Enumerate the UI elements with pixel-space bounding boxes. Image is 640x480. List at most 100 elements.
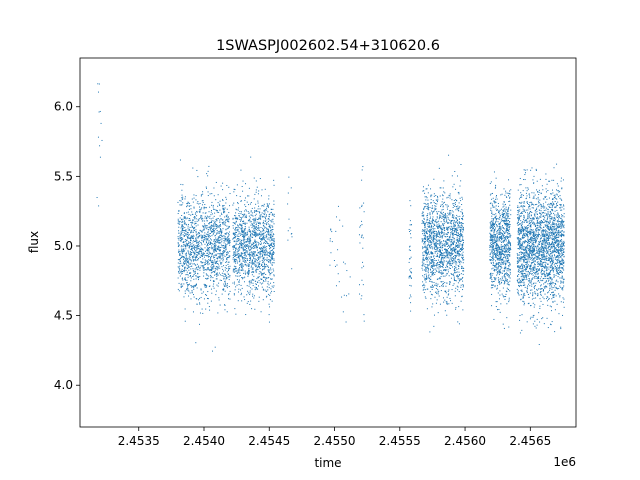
data-point bbox=[457, 274, 459, 276]
data-point bbox=[421, 222, 423, 224]
data-point bbox=[186, 260, 188, 262]
data-point bbox=[207, 244, 208, 246]
data-point bbox=[251, 255, 253, 257]
data-point bbox=[457, 220, 459, 222]
data-point bbox=[460, 222, 462, 224]
data-point bbox=[452, 228, 454, 230]
data-point bbox=[495, 269, 497, 271]
data-point bbox=[187, 257, 189, 259]
data-point bbox=[446, 226, 448, 228]
data-point bbox=[219, 204, 221, 206]
data-point bbox=[255, 264, 257, 266]
data-point bbox=[266, 234, 268, 236]
data-point bbox=[428, 235, 430, 237]
data-point bbox=[427, 252, 429, 254]
data-point bbox=[209, 222, 211, 224]
data-point bbox=[443, 297, 445, 299]
data-point bbox=[362, 261, 364, 263]
data-point bbox=[491, 212, 493, 214]
data-point bbox=[215, 261, 217, 263]
data-point bbox=[498, 233, 500, 235]
data-point bbox=[452, 214, 454, 215]
data-point bbox=[447, 247, 449, 249]
data-point bbox=[270, 282, 272, 284]
data-point bbox=[431, 262, 433, 264]
data-point bbox=[409, 245, 411, 247]
data-point bbox=[266, 231, 268, 233]
data-point bbox=[489, 255, 491, 257]
data-point bbox=[179, 254, 181, 256]
data-point bbox=[239, 195, 241, 197]
data-point bbox=[236, 259, 238, 261]
data-point bbox=[446, 303, 448, 305]
data-point bbox=[501, 248, 503, 250]
data-point bbox=[245, 257, 247, 259]
data-point bbox=[218, 236, 220, 238]
data-point bbox=[363, 265, 365, 267]
data-point bbox=[494, 242, 496, 244]
data-point bbox=[506, 287, 508, 289]
data-point bbox=[239, 224, 241, 226]
data-point bbox=[193, 226, 195, 228]
data-point bbox=[423, 262, 425, 264]
data-point bbox=[435, 287, 437, 289]
data-point bbox=[229, 250, 231, 252]
data-point bbox=[264, 289, 266, 291]
data-point bbox=[427, 206, 429, 208]
data-point bbox=[244, 241, 246, 243]
data-point bbox=[496, 253, 498, 255]
data-point bbox=[446, 243, 448, 245]
data-point bbox=[429, 214, 431, 216]
data-point bbox=[100, 122, 102, 124]
data-point bbox=[262, 246, 264, 248]
data-point bbox=[273, 275, 275, 277]
data-point bbox=[267, 269, 269, 271]
data-point bbox=[435, 195, 437, 197]
data-point bbox=[195, 223, 197, 225]
data-point bbox=[272, 235, 274, 237]
data-point bbox=[273, 254, 274, 256]
data-point bbox=[227, 238, 229, 240]
data-point bbox=[254, 236, 256, 238]
data-point bbox=[427, 272, 429, 274]
data-point bbox=[443, 232, 445, 234]
data-point bbox=[430, 265, 432, 267]
data-point bbox=[218, 242, 220, 244]
data-point bbox=[494, 238, 496, 240]
data-point bbox=[180, 233, 182, 235]
data-point bbox=[426, 247, 428, 249]
data-point bbox=[454, 295, 456, 297]
data-point bbox=[262, 237, 264, 239]
data-point bbox=[443, 233, 445, 235]
data-point bbox=[193, 259, 195, 261]
data-point bbox=[441, 266, 443, 268]
data-point bbox=[191, 243, 193, 245]
data-point bbox=[438, 268, 440, 270]
data-point bbox=[453, 202, 455, 204]
data-point bbox=[455, 252, 457, 254]
data-point bbox=[219, 224, 221, 226]
data-point bbox=[223, 240, 225, 242]
data-point bbox=[431, 202, 433, 204]
data-point bbox=[427, 213, 429, 215]
data-point bbox=[204, 215, 206, 217]
data-point bbox=[270, 230, 272, 232]
data-point bbox=[270, 256, 272, 258]
data-point bbox=[430, 251, 432, 253]
data-point bbox=[458, 218, 460, 220]
data-point bbox=[201, 254, 203, 256]
data-point bbox=[210, 227, 212, 229]
data-point bbox=[183, 242, 185, 244]
data-point bbox=[446, 239, 448, 241]
data-point bbox=[271, 264, 273, 266]
data-point bbox=[262, 258, 264, 260]
data-point bbox=[359, 226, 361, 228]
data-point bbox=[252, 251, 254, 253]
data-point bbox=[495, 213, 497, 215]
data-point bbox=[446, 197, 448, 199]
data-point bbox=[255, 233, 257, 235]
data-point bbox=[442, 267, 444, 269]
data-point bbox=[210, 276, 212, 278]
data-point bbox=[255, 283, 257, 285]
data-point bbox=[197, 245, 199, 247]
